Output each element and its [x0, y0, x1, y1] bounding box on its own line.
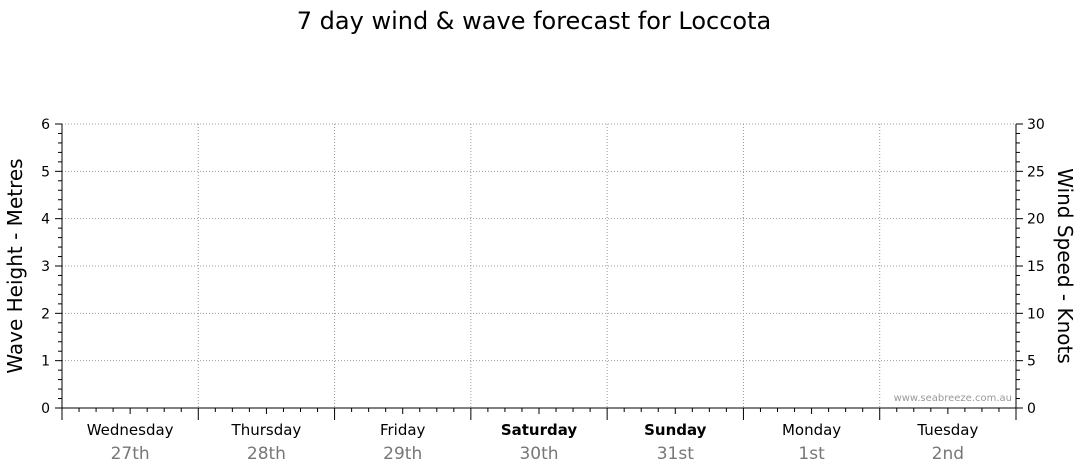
right-axis-title: Wind Speed - Knots: [1053, 168, 1077, 364]
chart-title: 7 day wind & wave forecast for Loccota: [297, 7, 771, 35]
day-name-label: Wednesday: [87, 421, 174, 439]
grid: [62, 123, 1016, 408]
day-date-label: 30th: [519, 444, 558, 464]
tick-labels: 0 1 2 3 4 5 6 0 5 10 15 20 25 30: [41, 117, 1045, 417]
right-tick-label: 0: [1027, 401, 1036, 417]
day-labels: Wednesday 27th Thursday 28th Friday 29th Satur…: [87, 421, 979, 464]
day-date-label: 1st: [798, 444, 825, 464]
left-tick-label: 1: [41, 354, 50, 370]
axes: [55, 123, 1023, 420]
left-tick-label: 5: [41, 164, 50, 180]
day-date-label: 28th: [247, 444, 286, 464]
day-name-label: Thursday: [231, 421, 302, 439]
watermark: www.seabreeze.com.au: [894, 393, 1012, 404]
right-tick-label: 5: [1027, 354, 1036, 370]
day-name-label: Tuesday: [916, 421, 978, 439]
day-name-label: Friday: [380, 421, 426, 439]
left-tick-label: 3: [41, 259, 50, 275]
day-date-label: 27th: [111, 444, 150, 464]
left-tick-label: 0: [41, 401, 50, 417]
day-date-label: 2nd: [932, 444, 964, 464]
day-date-label: 29th: [383, 444, 422, 464]
day-name-label: Sunday: [644, 421, 707, 439]
right-tick-label: 25: [1027, 164, 1045, 180]
day-date-label: 31st: [657, 444, 694, 464]
day-name-label: Monday: [782, 421, 841, 439]
left-axis-title: Wave Height - Metres: [3, 158, 27, 373]
left-tick-label: 6: [41, 117, 50, 133]
day-name-label: Saturday: [501, 421, 578, 439]
right-tick-label: 15: [1027, 259, 1045, 275]
right-tick-label: 20: [1027, 212, 1045, 228]
left-tick-label: 4: [41, 212, 50, 228]
right-tick-label: 30: [1027, 117, 1045, 133]
left-tick-label: 2: [41, 306, 50, 322]
right-tick-label: 10: [1027, 306, 1045, 322]
